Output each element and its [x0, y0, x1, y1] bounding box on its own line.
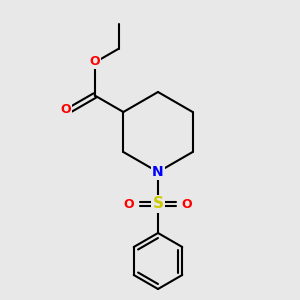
Text: O: O: [182, 197, 192, 211]
Text: O: O: [89, 55, 100, 68]
Text: S: S: [152, 196, 164, 211]
Text: N: N: [152, 165, 164, 179]
Text: O: O: [60, 103, 71, 116]
Text: O: O: [124, 197, 134, 211]
